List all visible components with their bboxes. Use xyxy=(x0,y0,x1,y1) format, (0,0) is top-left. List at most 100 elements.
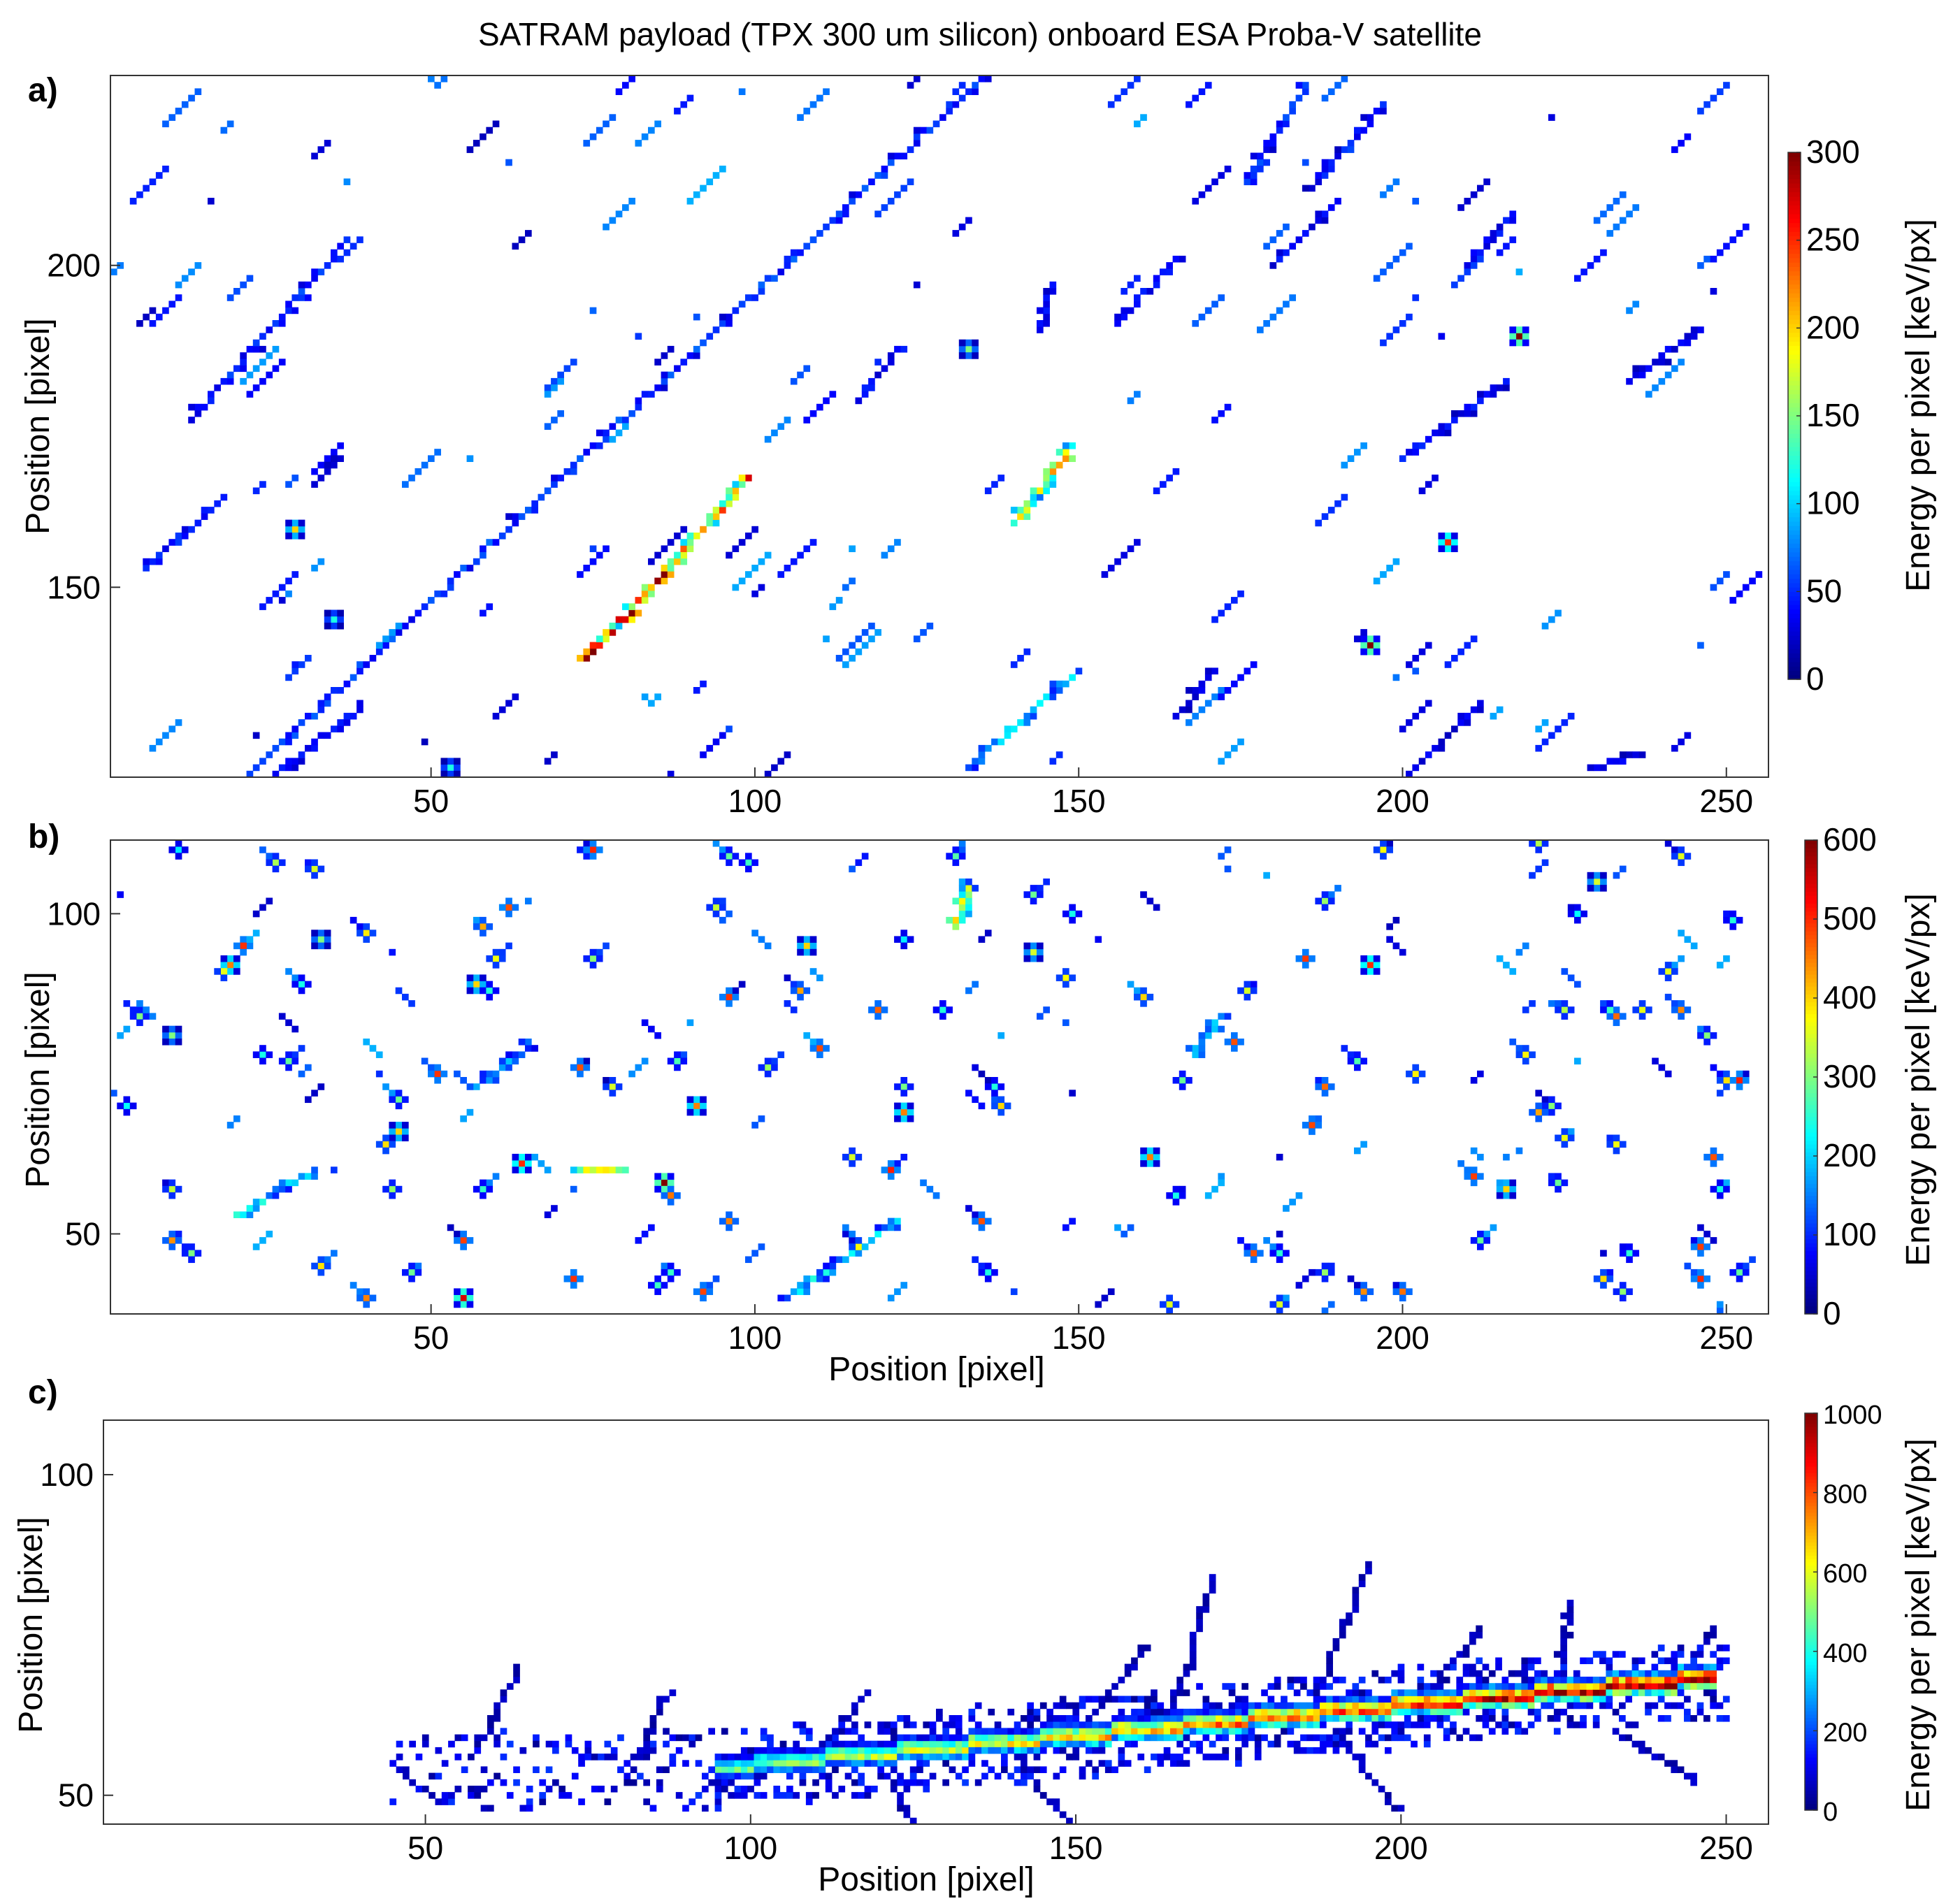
heatmap-cell xyxy=(1049,693,1057,700)
heatmap-cell xyxy=(825,1779,833,1786)
heatmap-cell xyxy=(1436,1715,1444,1722)
heatmap-cell xyxy=(1638,751,1646,758)
heatmap-cell xyxy=(991,1083,998,1090)
heatmap-cell xyxy=(525,230,532,237)
heatmap-cell xyxy=(1267,1715,1275,1722)
heatmap-cell xyxy=(628,616,635,623)
colorbar-segment xyxy=(1788,538,1801,544)
heatmap-cell xyxy=(324,936,331,943)
heatmap-cell xyxy=(1218,410,1225,417)
heatmap-cell xyxy=(1250,1256,1258,1264)
heatmap-cell xyxy=(799,1728,807,1735)
heatmap-cell xyxy=(1244,667,1251,675)
heatmap-cell xyxy=(823,88,830,96)
heatmap-cell xyxy=(1684,853,1692,860)
heatmap-cell xyxy=(907,1108,914,1116)
heatmap-cell xyxy=(1241,1715,1248,1722)
heatmap-cell xyxy=(900,345,908,353)
heatmap-cell xyxy=(1302,82,1309,89)
heatmap-cell xyxy=(201,507,208,514)
heatmap-cell xyxy=(1425,700,1432,707)
heatmap-cell xyxy=(396,1740,403,1748)
colorbar-segment xyxy=(1788,547,1801,553)
heatmap-cell xyxy=(706,744,714,752)
heatmap-cell xyxy=(726,313,733,321)
heatmap-cell xyxy=(343,178,351,186)
heatmap-cell xyxy=(1332,1715,1340,1722)
heatmap-cell xyxy=(1580,910,1587,918)
heatmap-cell xyxy=(978,751,986,758)
heatmap-cell xyxy=(1127,82,1134,89)
heatmap-cell xyxy=(1397,1670,1405,1677)
heatmap-cell xyxy=(1072,1702,1080,1710)
colorbar-segment xyxy=(1805,1120,1817,1125)
heatmap-cell xyxy=(1464,642,1471,649)
heatmap-cell xyxy=(1320,1708,1327,1716)
heatmap-cell xyxy=(1438,533,1446,540)
heatmap-cell xyxy=(728,1754,735,1761)
heatmap-cell xyxy=(1046,1740,1053,1748)
colorbar-segment xyxy=(1805,1446,1817,1450)
heatmap-cell xyxy=(1124,1715,1132,1722)
heatmap-cell xyxy=(1354,1288,1361,1295)
heatmap-cell xyxy=(1625,1696,1632,1703)
heatmap-cell xyxy=(1541,622,1549,630)
colorbar-segment xyxy=(1788,512,1801,518)
heatmap-cell xyxy=(855,1237,863,1244)
colorbar-segment xyxy=(1788,191,1801,197)
heatmap-cell xyxy=(1600,879,1607,886)
heatmap-cell xyxy=(968,1760,976,1767)
heatmap-cell xyxy=(1411,1708,1418,1716)
colorbar-segment xyxy=(1805,1790,1817,1794)
heatmap-cell xyxy=(603,629,610,636)
heatmap-cell xyxy=(1412,449,1420,456)
colorbar-segment xyxy=(1805,1049,1817,1054)
heatmap-cell xyxy=(790,1288,798,1295)
heatmap-cell xyxy=(168,725,176,732)
heatmap-cell xyxy=(1179,706,1186,714)
heatmap-cell xyxy=(1095,936,1102,943)
heatmap-cell xyxy=(1198,706,1206,714)
heatmap-cell xyxy=(1723,82,1730,89)
heatmap-cell xyxy=(812,1766,819,1773)
heatmap-cell xyxy=(916,1760,923,1767)
heatmap-cell xyxy=(1404,1715,1411,1722)
heatmap-cell xyxy=(1509,339,1517,347)
heatmap-cell xyxy=(1541,738,1549,746)
heatmap-cell xyxy=(812,1754,819,1761)
heatmap-cell xyxy=(544,758,552,765)
heatmap-cell xyxy=(1456,1689,1464,1696)
colorbar-segment xyxy=(1788,165,1801,171)
heatmap-cell xyxy=(1625,1677,1632,1684)
heatmap-cell xyxy=(305,744,312,752)
colorbar-segment xyxy=(1788,201,1801,205)
heatmap-cell xyxy=(1098,1721,1106,1728)
heatmap-cell xyxy=(1289,1199,1296,1206)
heatmap-cell xyxy=(988,1708,995,1716)
heatmap-cell xyxy=(1346,1619,1353,1626)
heatmap-cell xyxy=(1365,1708,1372,1716)
heatmap-cell xyxy=(1501,1708,1509,1716)
heatmap-cell xyxy=(1186,1045,1192,1052)
heatmap-cell xyxy=(1490,384,1497,391)
heatmap-cell xyxy=(1501,1702,1509,1710)
heatmap-cell xyxy=(589,846,597,853)
heatmap-cell xyxy=(874,1000,881,1007)
heatmap-cell xyxy=(686,545,694,553)
heatmap-cell xyxy=(1406,1070,1413,1078)
heatmap-cell xyxy=(1593,879,1601,886)
heatmap-cell xyxy=(583,565,591,572)
heatmap-cell xyxy=(1651,1663,1659,1671)
heatmap-cell xyxy=(1553,1651,1561,1658)
heatmap-cell xyxy=(1111,1683,1118,1690)
colorbar-segment xyxy=(1788,442,1801,447)
heatmap-cell xyxy=(1367,648,1374,656)
heatmap-cell xyxy=(1140,993,1147,1001)
heatmap-cell xyxy=(598,1786,605,1793)
heatmap-cell xyxy=(1263,320,1270,327)
heatmap-cell xyxy=(1248,1728,1255,1735)
heatmap-cell xyxy=(1321,904,1329,911)
heatmap-cell xyxy=(825,1760,833,1767)
heatmap-cell xyxy=(1638,365,1646,373)
heatmap-cell xyxy=(955,1747,963,1754)
